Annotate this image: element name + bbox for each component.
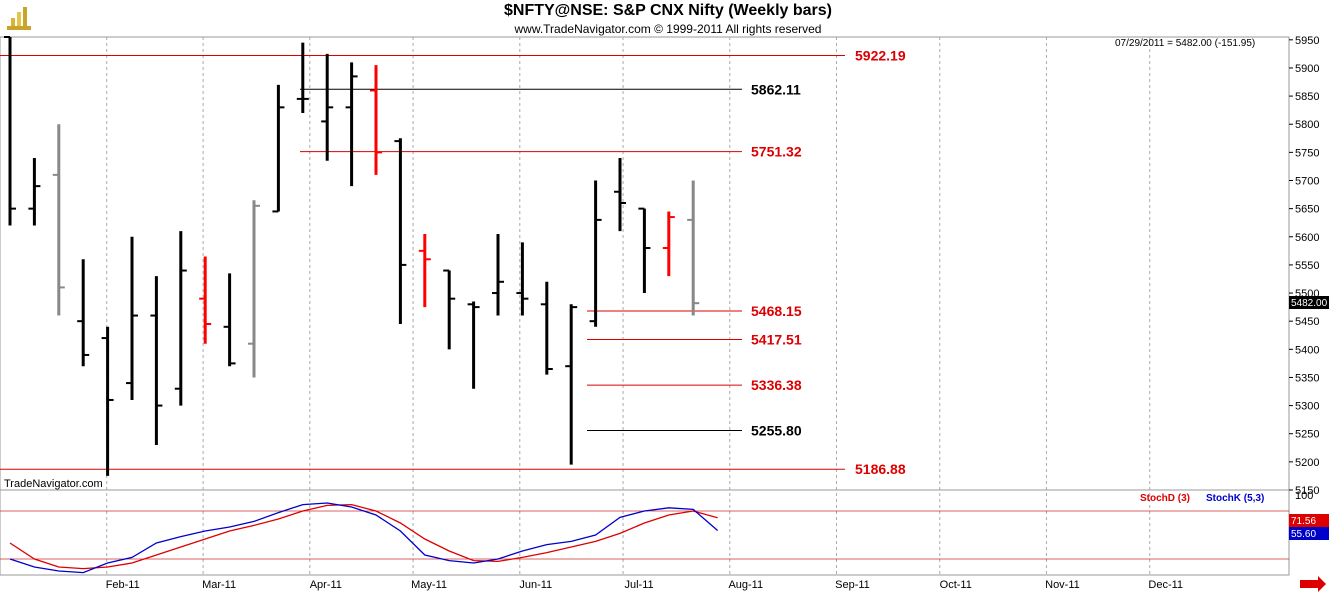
ohlc-bar — [28, 157, 41, 226]
x-tick-label: Jun-11 — [519, 579, 552, 591]
price-bars — [4, 36, 700, 476]
y-tick-label: 5450 — [1295, 316, 1319, 328]
y-tick-label: 5200 — [1295, 457, 1319, 469]
axis-labels: Feb-11 Mar-11 Apr-11 May-11 Jun-11 Jul-11 Aug-… — [106, 35, 1320, 591]
ohlc-bar — [52, 124, 65, 316]
stoch-panel-frame — [0, 489, 1290, 576]
stochD-value-label: 71.56 — [1291, 516, 1316, 527]
ohlc-bar — [296, 42, 309, 113]
ohlc-bar — [516, 242, 529, 316]
level-label: 5862.11 — [751, 81, 801, 97]
ohlc-bar — [370, 65, 382, 175]
stochK-value-badge — [1289, 527, 1329, 540]
last-quote-label: 07/29/2011 = 5482.00 (-151.95) — [1115, 38, 1255, 49]
stoch-series-line — [9, 502, 719, 574]
y-tick-label: 5850 — [1295, 91, 1319, 103]
ohlc-bar — [174, 231, 187, 406]
ohlc-bar — [492, 233, 504, 316]
y-tick-label: 5250 — [1295, 429, 1319, 441]
stochK-value-label: 55.60 — [1291, 529, 1316, 540]
y-tick-label: 5700 — [1295, 175, 1319, 187]
ohlc-bar — [418, 233, 431, 308]
ohlc-bar — [248, 200, 260, 378]
ohlc-bar — [662, 211, 675, 277]
ohlc-bar — [150, 276, 163, 445]
stoch-y-tick-label: 100 — [1295, 490, 1313, 502]
last-price-badge — [1289, 296, 1329, 309]
x-tick-label: Apr-11 — [310, 579, 342, 591]
x-tick-label: Jul-11 — [624, 579, 653, 591]
chart-title: $NFTY@NSE: S&P CNX Nifty (Weekly bars) — [504, 2, 832, 19]
stochK-legend: StochK (5,3) — [1206, 493, 1264, 504]
y-tick-label: 5150 — [1295, 485, 1319, 497]
grid-lines — [0, 37, 1289, 575]
x-tick-label: Feb-11 — [106, 579, 140, 591]
level-label: 5468.15 — [751, 303, 802, 319]
ohlc-bar — [687, 180, 700, 316]
level-label: 5255.80 — [751, 422, 802, 438]
ohlc-bar — [272, 84, 285, 213]
x-tick-label: Oct-11 — [940, 579, 972, 591]
ohlc-bar — [77, 259, 90, 367]
x-tick-label: Nov-11 — [1045, 579, 1080, 591]
ohlc-bar — [638, 207, 651, 294]
y-tick-label: 5650 — [1295, 204, 1319, 216]
ohlc-bar — [540, 281, 553, 375]
y-tick-label: 5400 — [1295, 344, 1319, 356]
watermark-label: TradeNavigator.com — [4, 478, 103, 490]
y-tick-label: 5750 — [1295, 147, 1319, 159]
stochD-value-badge — [1289, 514, 1329, 527]
ohlc-bar — [467, 301, 480, 389]
y-tick-label: 5550 — [1295, 260, 1319, 272]
level-label: 5336.38 — [751, 377, 802, 393]
ohlc-bar — [101, 326, 114, 476]
ohlc-bar — [394, 138, 407, 324]
level-label: 5751.32 — [751, 144, 802, 160]
level-label: 5922.19 — [855, 47, 906, 63]
level-lines: 5922.19 5862.11 5751.32 5468.15 5417.51 5336.… — [0, 47, 906, 477]
ohlc-bar — [321, 53, 334, 161]
x-tick-label: Dec-11 — [1148, 579, 1183, 591]
last-price-label: 5482.00 — [1291, 298, 1328, 309]
chart-subtitle: www.TradeNavigator.com © 1999-2011 All r… — [514, 22, 822, 36]
ohlc-bar — [4, 36, 16, 226]
x-tick-label: Aug-11 — [728, 579, 763, 591]
trade-navigator-logo-icon — [4, 4, 34, 32]
y-tick-label: 5600 — [1295, 232, 1319, 244]
ohlc-bar — [126, 236, 138, 400]
y-tick-label: 5950 — [1295, 35, 1319, 47]
y-tick-label: 5350 — [1295, 372, 1319, 384]
level-label: 5417.51 — [751, 331, 802, 347]
scroll-right-arrow-icon[interactable] — [1300, 576, 1326, 592]
ohlc-bar — [589, 180, 602, 327]
stochD-legend: StochD (3) — [1140, 493, 1190, 504]
y-tick-label: 5900 — [1295, 63, 1319, 75]
stochastic-lines — [9, 502, 719, 574]
level-label: 5186.88 — [855, 461, 906, 477]
x-tick-label: May-11 — [411, 579, 447, 591]
y-tick-label: 5300 — [1295, 401, 1319, 413]
ohlc-bar — [345, 62, 358, 187]
x-tick-label: Mar-11 — [202, 579, 236, 591]
ohlc-bar — [223, 273, 236, 367]
ohlc-bar — [614, 157, 626, 232]
y-tick-label: 5800 — [1295, 119, 1319, 131]
x-tick-label: Sep-11 — [835, 579, 870, 591]
ohlc-bar — [199, 256, 212, 344]
ohlc-bar — [443, 269, 456, 350]
ohlc-bar — [565, 304, 578, 465]
stoch-series-line — [9, 503, 718, 570]
